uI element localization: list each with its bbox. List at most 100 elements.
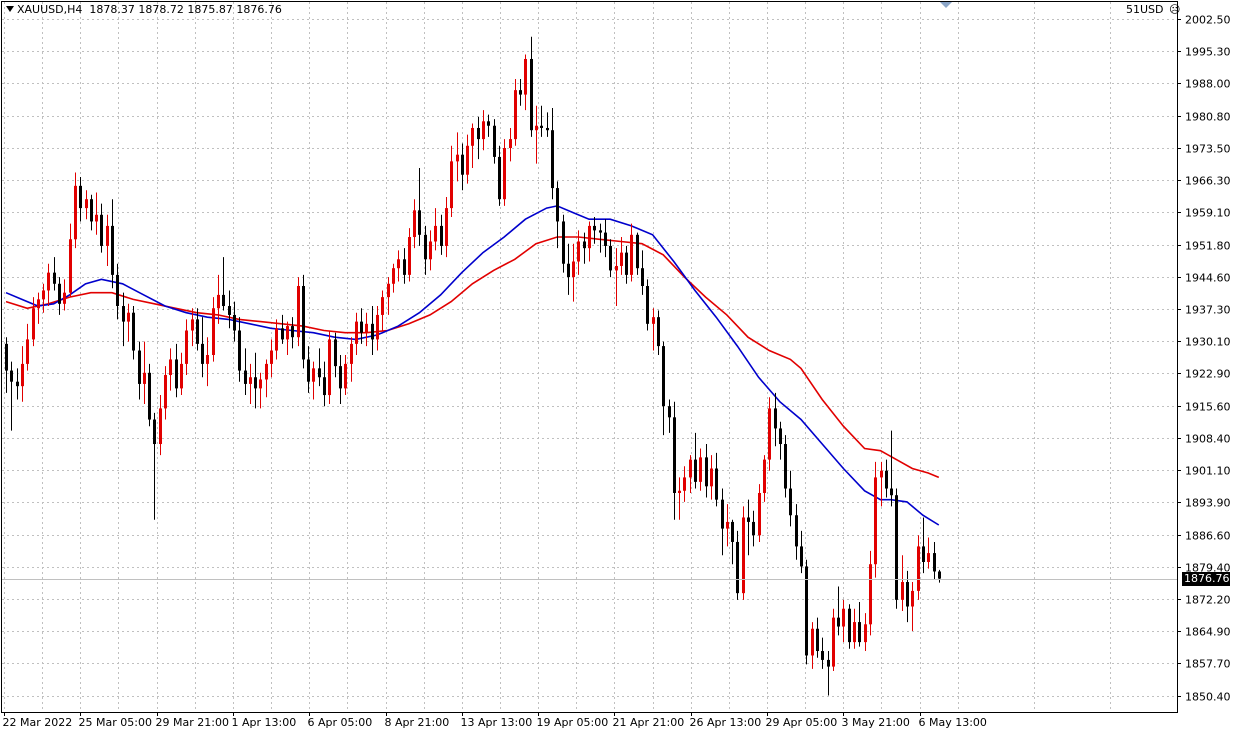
candle-body: [514, 90, 517, 139]
candle-body: [731, 522, 734, 542]
candle-body: [122, 306, 125, 322]
bullish-candle: [535, 106, 538, 164]
candle-body: [556, 188, 559, 221]
bullish-candle: [450, 146, 453, 217]
candle-body: [233, 315, 236, 331]
candle-body: [291, 326, 294, 337]
bullish-candle: [869, 551, 872, 636]
candle-body: [191, 319, 194, 330]
bullish-candle: [917, 535, 920, 600]
bearish-candle: [334, 333, 337, 378]
bullish-candle: [63, 279, 66, 310]
candle-body: [493, 126, 496, 157]
candle-body: [153, 420, 156, 444]
bullish-candle: [169, 348, 172, 390]
bearish-candle: [789, 471, 792, 527]
bearish-candle: [609, 239, 612, 277]
bearish-candle: [933, 542, 936, 580]
ma-fast-line: [6, 206, 939, 525]
bearish-candle: [302, 275, 305, 368]
bullish-candle: [408, 228, 411, 281]
bearish-candle: [721, 489, 724, 556]
time-axis[interactable]: 22 Mar 2022 25 Mar 05:00 29 Mar 21:00 1 Apr…: [3, 712, 987, 729]
candle-body: [768, 408, 771, 459]
y-tick-label: 1937.30: [1185, 304, 1231, 317]
bullish-candle: [588, 221, 591, 261]
dropdown-triangle-icon[interactable]: [6, 6, 14, 12]
bearish-candle: [890, 431, 893, 507]
bearish-candle: [562, 215, 565, 273]
candle-body: [477, 128, 480, 139]
bearish-candle: [339, 355, 342, 404]
bullish-candle: [864, 613, 867, 651]
bearish-candle: [238, 317, 241, 382]
candle-body: [461, 155, 464, 175]
bearish-candle: [885, 460, 888, 498]
candle-body: [784, 444, 787, 489]
candle-body: [694, 460, 697, 482]
bearish-candle: [461, 144, 464, 191]
y-tick-label: 1959.10: [1185, 207, 1231, 220]
bearish-candle: [731, 520, 734, 565]
chart-shift-marker-icon[interactable]: [940, 2, 952, 8]
bearish-candle: [938, 570, 941, 583]
candle-body: [864, 624, 867, 642]
candle-body: [752, 522, 755, 535]
bearish-candle: [694, 433, 697, 489]
candle-body: [710, 469, 713, 487]
bullish-candle: [413, 199, 416, 248]
bearish-candle: [567, 244, 570, 295]
bullish-candle: [503, 139, 506, 206]
bullish-candle: [344, 355, 347, 395]
bearish-candle: [625, 246, 628, 284]
candle-body: [837, 618, 840, 627]
candle-body: [503, 148, 506, 199]
y-tick-label: 1980.80: [1185, 111, 1231, 124]
candle-body: [212, 308, 215, 355]
y-tick-label: 1973.50: [1185, 143, 1231, 156]
candle-body: [206, 355, 209, 364]
bullish-candle: [901, 555, 904, 611]
bearish-candle: [519, 79, 522, 106]
candle-body: [143, 373, 146, 384]
bullish-candle: [265, 359, 268, 397]
candle-body: [138, 351, 141, 384]
candle-body: [938, 571, 941, 578]
bearish-candle: [922, 517, 925, 573]
bullish-candle: [328, 331, 331, 404]
bearish-candle: [244, 348, 247, 395]
bullish-candle: [726, 504, 729, 546]
bearish-candle: [906, 571, 909, 622]
bearish-candle: [662, 342, 665, 435]
bearish-candle: [498, 146, 501, 206]
candle-body: [16, 382, 19, 386]
bearish-candle: [646, 279, 649, 330]
bullish-candle: [297, 277, 300, 346]
candle-body: [922, 546, 925, 562]
bearish-candle: [318, 348, 321, 386]
chart-border: [2, 2, 1178, 713]
smiley-face-icon[interactable]: ☹: [1169, 3, 1180, 16]
x-tick-label: 22 Mar 2022: [3, 716, 73, 729]
candle-body: [90, 199, 93, 221]
candle-body: [895, 495, 898, 600]
candle-body: [736, 542, 739, 593]
candle-body: [906, 582, 909, 606]
bullish-candle: [69, 224, 72, 297]
candle-body: [58, 284, 61, 304]
candle-body: [434, 226, 437, 242]
bullish-candle: [429, 230, 432, 270]
current-price-tag: 1876.76: [1182, 572, 1230, 586]
bearish-candle: [254, 353, 257, 409]
account-badge[interactable]: 51USD ☹: [1126, 3, 1180, 16]
candle-body: [259, 379, 262, 388]
bearish-candle: [201, 317, 204, 377]
price-axis[interactable]: 2002.50 1995.30 1988.00 1980.80 1973.50 1966.…: [1177, 14, 1231, 704]
candle-body: [355, 322, 358, 344]
bullish-candle: [270, 339, 273, 377]
candle-body: [747, 517, 750, 521]
candle-body: [816, 629, 819, 651]
bullish-candle: [763, 455, 766, 502]
candle-body: [551, 130, 554, 188]
